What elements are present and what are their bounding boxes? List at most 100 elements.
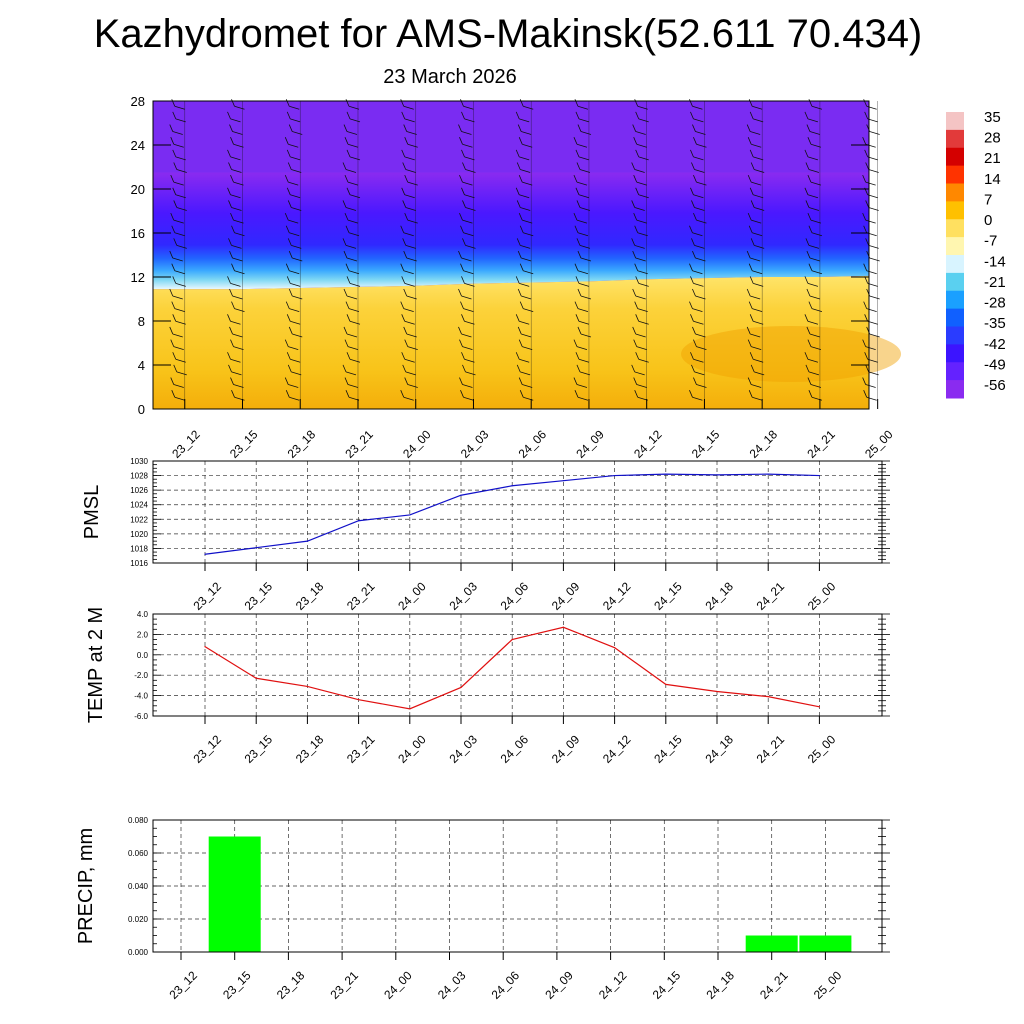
wind-barb-flag: [230, 137, 234, 145]
wind-barb-flag: [173, 200, 178, 208]
wind-barb-flag: [285, 263, 290, 271]
wind-barb: [577, 396, 589, 401]
wind-barb: [176, 169, 187, 173]
x-tick-label: 24_12: [631, 427, 665, 461]
wind-barb: [811, 308, 823, 313]
wind-barb: [637, 396, 648, 401]
x-tick-label: 25_00: [811, 968, 845, 1002]
wind-barb: [230, 320, 241, 325]
wind-barb: [406, 257, 417, 262]
colorbar-label: -49: [984, 356, 1006, 373]
wind-barb: [750, 131, 761, 135]
wind-barb: [810, 143, 822, 148]
wind-barb: [638, 118, 649, 123]
wind-barb: [578, 194, 590, 199]
wind-barb-flag: [229, 288, 233, 297]
wind-barb-flag: [575, 276, 580, 284]
wind-barb-flag: [576, 364, 581, 373]
wind-barb-flag: [748, 99, 753, 107]
wind-barb: [406, 333, 417, 338]
wind-barb-flag: [635, 149, 640, 158]
wind-barb: [523, 232, 534, 237]
wind-barb-flag: [345, 99, 350, 107]
colorbar-swatch: [946, 237, 964, 256]
wind-barb: [231, 207, 242, 211]
wind-barb: [580, 333, 592, 338]
wind-barb: [577, 105, 589, 110]
wind-barb-flag: [691, 238, 695, 246]
temp2m-point: [204, 646, 206, 648]
y-tick-label: 4: [138, 358, 145, 373]
wind-barb-flag: [863, 263, 868, 271]
wind-barb: [637, 232, 648, 237]
wind-barb: [404, 156, 415, 161]
colorbar-swatch: [946, 344, 964, 363]
wind-barb: [462, 219, 473, 224]
x-tick-label: 24_09: [542, 968, 576, 1002]
wind-barb: [520, 245, 531, 249]
wind-barb-flag: [748, 390, 753, 398]
wind-barb: [752, 308, 763, 313]
wind-barb: [807, 118, 819, 123]
wind-barb: [638, 358, 649, 363]
wind-barb: [809, 333, 821, 338]
wind-barb-flag: [517, 288, 522, 297]
wind-barb-flag: [516, 364, 521, 373]
wind-barb-column: [169, 99, 187, 409]
wind-barb-flag: [519, 390, 524, 398]
wind-barb: [694, 245, 705, 249]
wind-barb-flag: [403, 288, 408, 297]
wind-barb: [349, 194, 361, 199]
wind-barb-column: [515, 99, 534, 409]
wind-barb-flag: [170, 212, 175, 221]
wind-barb: [694, 169, 705, 173]
x-tick-label: 23_15: [220, 968, 254, 1002]
wind-barb: [403, 396, 414, 401]
x-tick-label: 24_21: [754, 579, 788, 613]
wind-barb-flag: [747, 174, 752, 183]
wind-barb: [174, 270, 185, 275]
wind-barb-flag: [228, 364, 232, 373]
x-tick-label: 24_21: [754, 732, 788, 766]
wind-barb: [288, 219, 299, 224]
colorbar-label: -35: [984, 315, 1006, 332]
wind-barb-flag: [515, 149, 520, 158]
wind-barb: [752, 396, 763, 401]
wind-barb-flag: [172, 149, 177, 158]
wind-barb: [578, 118, 590, 123]
wind-barb-flag: [170, 339, 175, 347]
y-tick-label: 1024: [130, 501, 148, 510]
wind-barb: [635, 131, 646, 135]
wind-barb: [809, 257, 821, 262]
wind-barb: [638, 156, 649, 161]
wind-barb-flag: [461, 352, 465, 360]
wind-barb-flag: [804, 149, 809, 158]
wind-barb: [751, 143, 762, 148]
wind-barb-flag: [575, 352, 580, 360]
section-frame: [152, 100, 870, 410]
wind-barb: [808, 371, 820, 376]
wind-barb-flag: [286, 314, 291, 322]
wind-barb: [752, 270, 763, 275]
wind-barb-flag: [227, 111, 231, 120]
wind-barb: [521, 333, 532, 338]
wind-barb-flag: [343, 288, 348, 297]
wind-barb: [692, 396, 703, 401]
wind-barb-flag: [515, 111, 520, 120]
wind-barb: [348, 270, 360, 275]
y-tick-label: 1018: [130, 544, 148, 553]
colorbar-label: -7: [984, 233, 997, 250]
wind-barb: [810, 181, 822, 186]
wind-barb: [290, 282, 301, 287]
wind-barb-flag: [806, 124, 811, 132]
y-tick-label: 0: [138, 402, 145, 417]
wind-barb-flag: [576, 162, 581, 170]
wind-barb-flag: [462, 238, 466, 246]
wind-barb-flag: [462, 162, 466, 170]
wind-barb-flag: [343, 250, 348, 259]
wind-barb: [523, 308, 534, 313]
wind-barb: [634, 371, 645, 376]
colorbar: 35 28 21 14 7 0 -7 -14 -21 -28 -35 -42 -49 -56: [946, 109, 1006, 399]
wind-barb-flag: [693, 212, 697, 221]
wind-barb: [810, 384, 822, 388]
